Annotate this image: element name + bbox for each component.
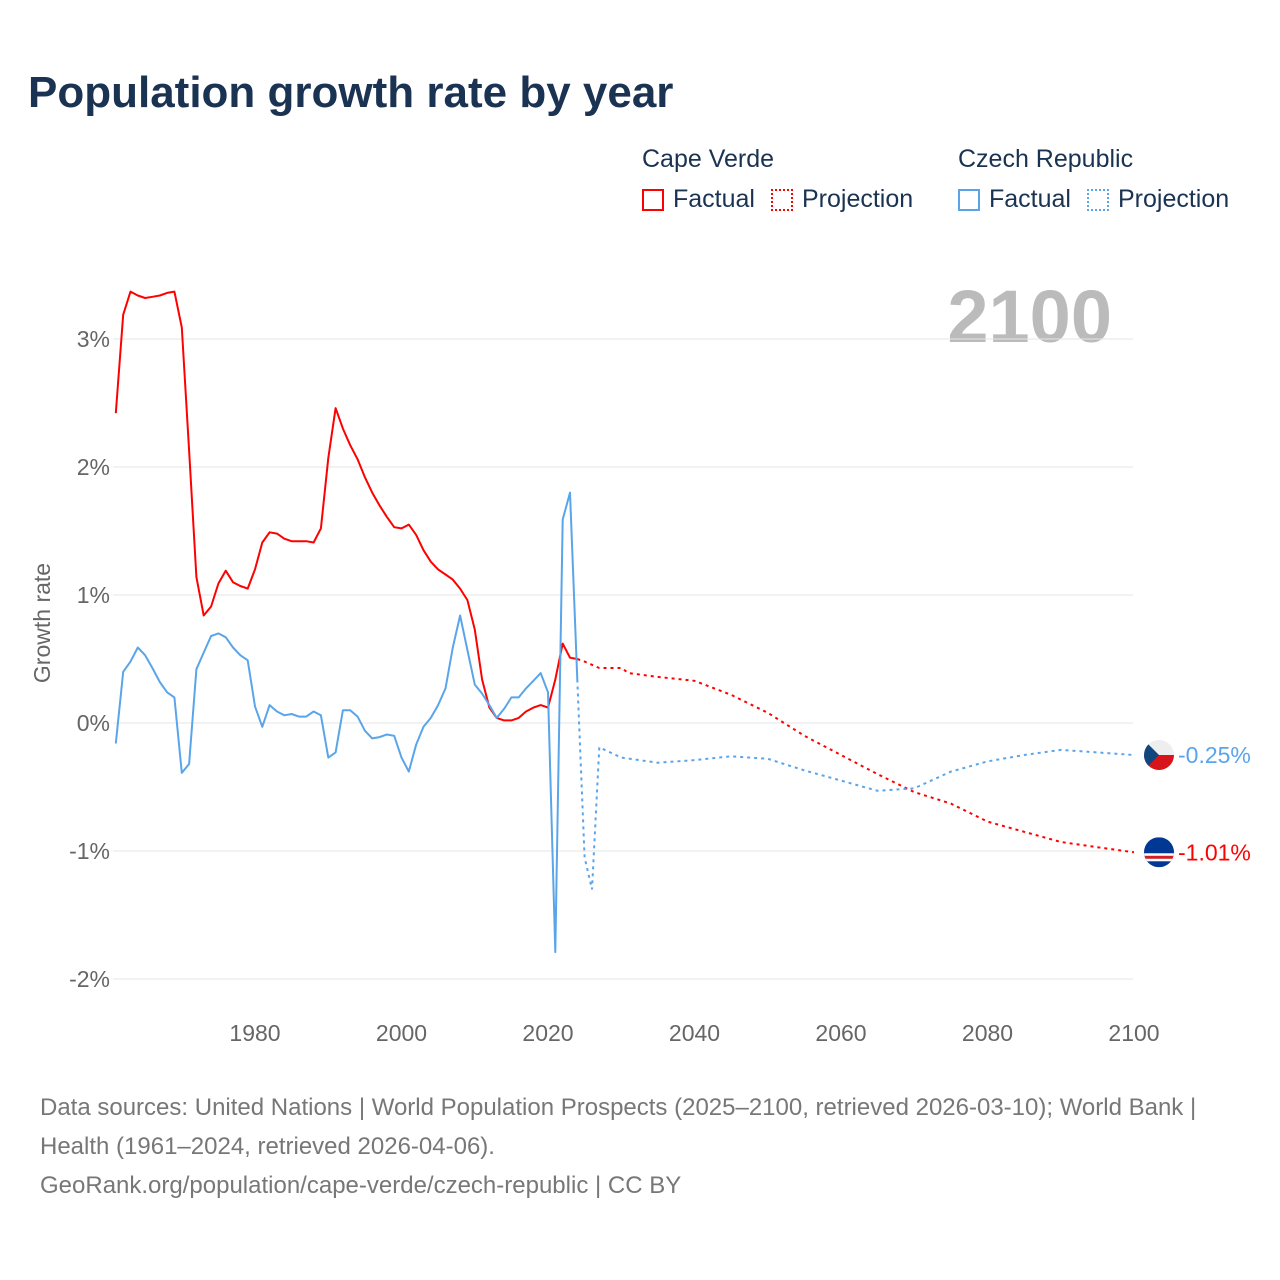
credit: GeoRank.org/population/cape-verde/czech-… — [40, 1172, 682, 1199]
series-line-projection-1 — [576, 679, 1135, 890]
x-tick-label: 2080 — [962, 1020, 1013, 1046]
legend-label: Projection — [1117, 185, 1230, 213]
y-tick-label: 2% — [77, 454, 110, 480]
legend-factual[interactable]: Factual — [642, 185, 755, 214]
legend-label: Projection — [801, 185, 914, 213]
legend-label: Factual — [989, 185, 1071, 213]
x-tick-label: 2100 — [1108, 1020, 1159, 1046]
flag-body — [1144, 740, 1174, 770]
data-sources: Data sources: United Nations | World Pop… — [40, 1094, 1197, 1160]
legend-factual[interactable]: Factual — [958, 185, 1071, 214]
x-tick-label: 2000 — [376, 1020, 427, 1046]
x-tick-label: 2020 — [522, 1020, 573, 1046]
y-tick-label: 3% — [77, 326, 110, 352]
factual-swatch-icon — [958, 188, 980, 211]
flag-body — [1144, 837, 1174, 868]
y-tick-label: 0% — [77, 710, 110, 736]
x-tick-label: 2040 — [669, 1020, 720, 1046]
czech-flag-icon — [1144, 740, 1174, 770]
legend-country: Czech Republic — [958, 145, 1134, 173]
x-tick-label: 2060 — [815, 1020, 866, 1046]
x-tick-label: 1980 — [229, 1020, 280, 1046]
series-line-factual-1 — [114, 491, 579, 954]
factual-swatch-icon — [642, 188, 664, 211]
legend-projection[interactable]: Projection — [1086, 185, 1230, 214]
line-chart: 2100 Growth rate 3% 2% 1% 0% -1% -2% 1980 2000 2… — [29, 275, 1251, 1046]
legend-label: Factual — [673, 185, 755, 213]
end-value-label: -1.01% — [1178, 839, 1251, 865]
legend-projection[interactable]: Projection — [770, 185, 914, 214]
year-indicator: 2100 — [947, 275, 1112, 358]
flag-blue-triangle — [1144, 740, 1159, 770]
end-value-label: -0.25% — [1178, 742, 1251, 768]
y-tick-label: -1% — [69, 838, 110, 864]
footer: Data sources: United Nations | World Pop… — [40, 1088, 1240, 1205]
series-line-projection-0 — [576, 658, 1135, 854]
legend-country: Cape Verde — [642, 145, 775, 173]
projection-swatch-icon — [1086, 188, 1109, 211]
flag-blue — [1144, 837, 1174, 868]
y-axis-label: Growth rate — [29, 563, 55, 683]
y-tick-label: 1% — [77, 582, 110, 608]
legend-czech-republic: Czech Republic Factual Projection — [958, 145, 1229, 214]
series-line-factual-0 — [114, 290, 578, 722]
chart-title: Population growth rate by year — [28, 68, 674, 117]
legend-cape-verde: Cape Verde Factual Projection — [642, 145, 929, 214]
projection-swatch-icon — [770, 188, 793, 211]
flag-red-stripe — [1144, 855, 1174, 859]
cape-verde-flag-icon — [1144, 837, 1174, 868]
y-tick-label: -2% — [69, 966, 110, 992]
